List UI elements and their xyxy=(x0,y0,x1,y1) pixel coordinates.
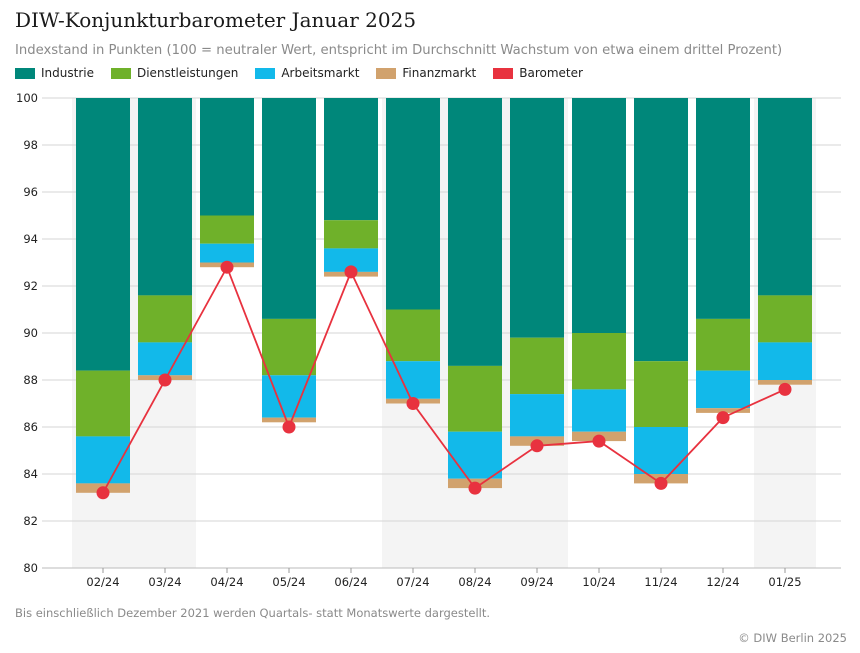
bar-arbeitsmarkt-09-24 xyxy=(510,394,564,437)
legend-item-finanzmarkt[interactable]: Finanzmarkt xyxy=(376,66,476,80)
legend-item-barometer[interactable]: Barometer xyxy=(493,66,583,80)
bar-arbeitsmarkt-08-24 xyxy=(448,431,502,479)
bar-arbeitsmarkt-04-24 xyxy=(200,243,254,263)
barometer-point-10-24 xyxy=(592,434,606,448)
y-tick-label-86: 86 xyxy=(23,420,38,434)
barometer-point-01-25 xyxy=(778,382,792,396)
legend-label-industrie: Industrie xyxy=(41,66,94,80)
bar-arbeitsmarkt-10-24 xyxy=(572,389,626,432)
legend-swatch-arbeitsmarkt xyxy=(255,67,276,79)
legend-label-barometer: Barometer xyxy=(519,66,583,80)
x-tick-label-10-24: 10/24 xyxy=(582,575,615,589)
bar-industrie-09-24 xyxy=(510,98,564,338)
legend-swatch-dienstleistungen xyxy=(110,67,131,79)
y-tick-label-94: 94 xyxy=(23,232,38,246)
bar-dienstleistungen-04-24 xyxy=(200,215,254,244)
y-tick-label-100: 100 xyxy=(16,91,38,105)
bar-dienstleistungen-06-24 xyxy=(324,220,378,249)
y-tick-label-80: 80 xyxy=(23,561,38,575)
bar-dienstleistungen-12-24 xyxy=(696,318,750,371)
bar-industrie-02-24 xyxy=(76,98,130,371)
y-tick-label-88: 88 xyxy=(23,373,38,387)
bar-finanzmarkt-05-24 xyxy=(262,417,316,423)
legend-item-arbeitsmarkt[interactable]: Arbeitsmarkt xyxy=(255,66,359,80)
legend-label-finanzmarkt: Finanzmarkt xyxy=(402,66,477,80)
bar-industrie-07-24 xyxy=(386,98,440,310)
chart-subtitle: Indexstand in Punkten (100 = neutraler W… xyxy=(15,43,783,58)
y-tick-label-92: 92 xyxy=(23,279,38,293)
y-tick-label-96: 96 xyxy=(23,185,38,199)
barometer-point-12-24 xyxy=(716,411,730,425)
bar-industrie-01-25 xyxy=(758,98,812,296)
credit: © DIW Berlin 2025 xyxy=(738,631,847,645)
barometer-point-05-24 xyxy=(282,420,296,434)
bar-industrie-04-24 xyxy=(200,98,254,216)
bar-dienstleistungen-05-24 xyxy=(262,318,316,376)
y-tick-label-90: 90 xyxy=(23,326,38,340)
bar-industrie-10-24 xyxy=(572,98,626,333)
bar-dienstleistungen-08-24 xyxy=(448,365,502,432)
bar-industrie-11-24 xyxy=(634,98,688,362)
legend-item-dienstleistungen[interactable]: Dienstleistungen xyxy=(110,66,239,80)
x-tick-label-09-24: 09/24 xyxy=(520,575,553,589)
legend-label-arbeitsmarkt: Arbeitsmarkt xyxy=(281,66,360,80)
bar-finanzmarkt-01-25 xyxy=(758,380,812,385)
x-tick-label-04-24: 04/24 xyxy=(210,575,243,589)
x-tick-label-05-24: 05/24 xyxy=(272,575,305,589)
y-tick-label-84: 84 xyxy=(23,467,38,481)
y-tick-label-98: 98 xyxy=(23,138,38,152)
x-tick-label-03-24: 03/24 xyxy=(148,575,181,589)
legend-label-dienstleistungen: Dienstleistungen xyxy=(136,66,239,80)
bar-dienstleistungen-03-24 xyxy=(138,295,192,343)
barometer-point-09-24 xyxy=(530,439,544,453)
bar-dienstleistungen-09-24 xyxy=(510,337,564,395)
barometer-point-07-24 xyxy=(406,397,420,410)
bar-dienstleistungen-07-24 xyxy=(386,309,440,362)
footnote: Bis einschließlich Dezember 2021 werden … xyxy=(15,606,491,620)
bar-arbeitsmarkt-06-24 xyxy=(324,248,378,272)
legend-swatch-industrie xyxy=(15,67,35,79)
bar-arbeitsmarkt-11-24 xyxy=(634,427,688,474)
legend-swatch-barometer xyxy=(493,67,514,79)
chart-plot: 80 82 84 86 88 90 92 94 96 98 100 02/24 03/24 04/24 05… xyxy=(16,91,841,589)
bar-arbeitsmarkt-07-24 xyxy=(386,361,440,399)
bar-industrie-03-24 xyxy=(138,98,192,296)
barometer-point-06-24 xyxy=(344,265,358,279)
x-tick-label-06-24: 06/24 xyxy=(334,575,367,589)
bar-industrie-12-24 xyxy=(696,98,750,319)
bar-dienstleistungen-02-24 xyxy=(76,370,130,437)
legend-item-industrie[interactable]: Industrie xyxy=(15,66,94,80)
bar-industrie-08-24 xyxy=(448,98,502,366)
chart-title: DIW-Konjunkturbarometer Januar 2025 xyxy=(15,8,417,32)
bar-finanzmarkt-12-24 xyxy=(696,408,750,413)
barometer-point-08-24 xyxy=(468,481,482,495)
x-tick-label-08-24: 08/24 xyxy=(458,575,491,589)
x-tick-label-02-24: 02/24 xyxy=(86,575,119,589)
x-tick-label-07-24: 07/24 xyxy=(396,575,429,589)
barometer-point-04-24 xyxy=(220,260,234,274)
barometer-point-03-24 xyxy=(158,373,172,387)
bar-arbeitsmarkt-01-25 xyxy=(758,342,812,380)
legend: Industrie Dienstleistungen Arbeitsmarkt … xyxy=(15,66,600,80)
bar-dienstleistungen-11-24 xyxy=(634,361,688,427)
barometer-line xyxy=(102,265,786,494)
bar-arbeitsmarkt-12-24 xyxy=(696,370,750,409)
bar-industrie-06-24 xyxy=(324,98,378,221)
x-tick-label-11-24: 11/24 xyxy=(644,575,677,589)
legend-swatch-finanzmarkt xyxy=(376,67,397,79)
x-tick-label-01-25: 01/25 xyxy=(768,575,801,589)
bar-industrie-05-24 xyxy=(262,98,316,319)
x-tick-label-12-24: 12/24 xyxy=(706,575,739,589)
bar-dienstleistungen-01-25 xyxy=(758,295,812,343)
barometer-point-11-24 xyxy=(654,476,668,490)
y-tick-label-82: 82 xyxy=(23,514,38,528)
barometer-point-02-24 xyxy=(96,486,110,500)
bar-dienstleistungen-10-24 xyxy=(572,333,626,390)
